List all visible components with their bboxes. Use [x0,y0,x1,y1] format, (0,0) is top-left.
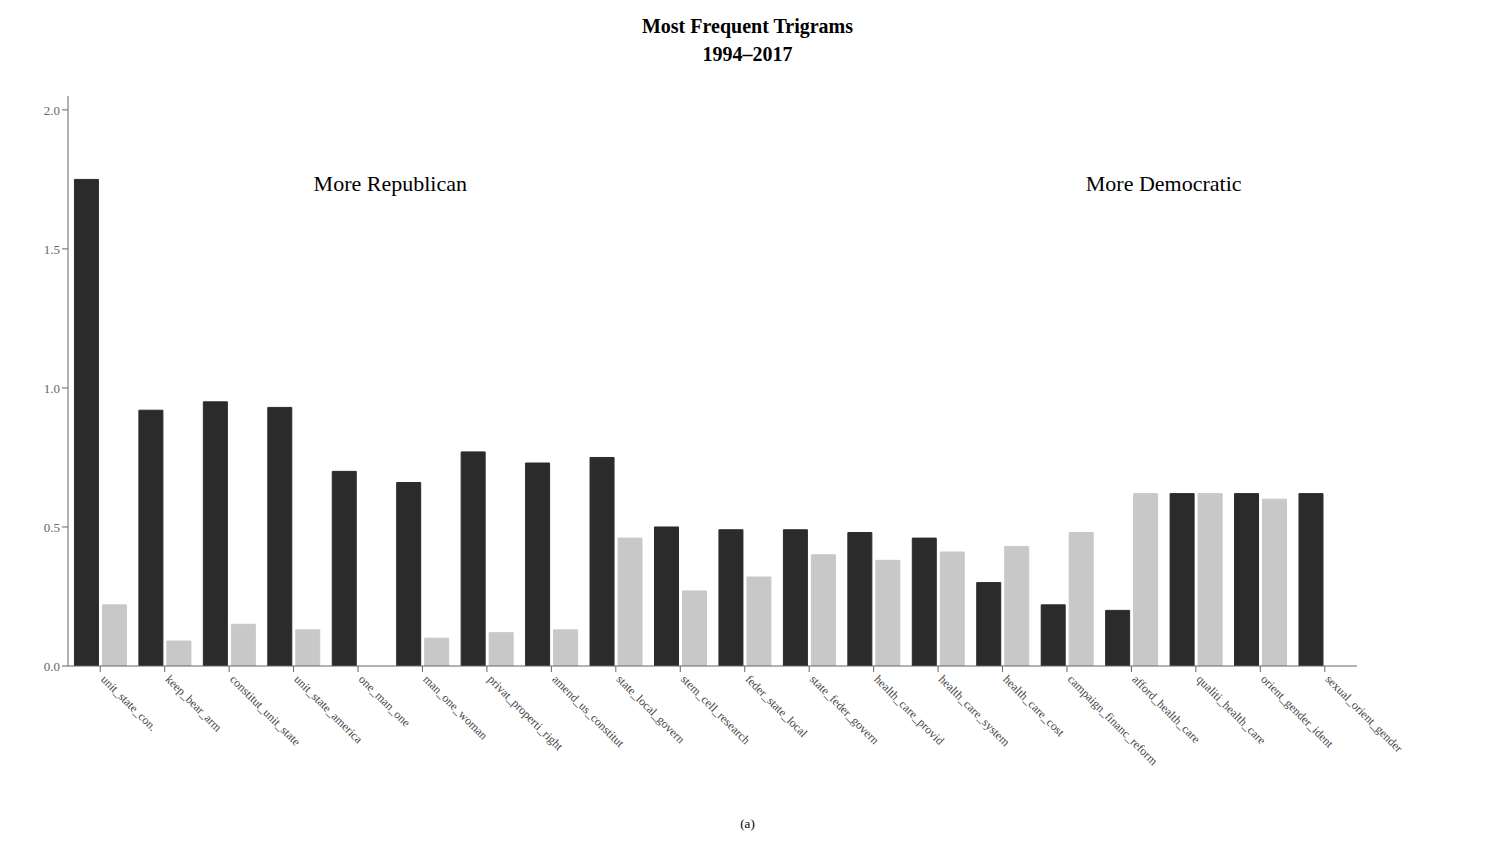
svg-text:2.0: 2.0 [44,103,60,118]
svg-text:sexual_orient_gender: sexual_orient_gender [1323,672,1406,755]
svg-text:afford_health_care: afford_health_care [1129,672,1203,746]
svg-text:1.0: 1.0 [44,381,60,396]
html-text:1994–2017: 1994–2017 [702,43,793,65]
svg-text:campaign_financ_reform: campaign_financ_reform [1064,672,1161,768]
svg-text:constitut_unit_state: constitut_unit_state [227,672,303,748]
svg-text:qualiti_health_care: qualiti_health_care [1194,672,1269,747]
html-text:More Republican: More Republican [313,171,467,196]
html-text:More Democratic: More Democratic [1085,171,1242,196]
svg-text:state_local_govern: state_local_govern [614,672,688,746]
svg-text:man_one_woman: man_one_woman [420,672,490,742]
svg-text:stem_cell_research: stem_cell_research [678,672,753,747]
svg-text:health_care_system: health_care_system [936,672,1013,749]
svg-text:keep_bear_arm: keep_bear_arm [163,672,226,735]
svg-text:0.5: 0.5 [44,520,60,535]
svg-text:health_care_cost: health_care_cost [1000,672,1067,739]
html-text:(a): (a) [740,816,755,831]
svg-text:one_man_one: one_man_one [356,672,413,729]
svg-text:privat_properti_right: privat_properti_right [484,672,566,754]
svg-text:amend_us_constitut: amend_us_constitut [549,672,627,750]
svg-text:1.5: 1.5 [44,242,60,257]
svg-text:state_feder_govern: state_feder_govern [807,672,882,747]
html-text:Most Frequent Trigrams: Most Frequent Trigrams [642,15,853,37]
svg-text:0.0: 0.0 [44,659,60,674]
svg-text:health_care_provid: health_care_provid [872,672,947,747]
svg-text:feder_state_local: feder_state_local [743,672,811,740]
svg-text:unit_state_con.: unit_state_con. [98,672,160,734]
svg-text:unit_state_america: unit_state_america [291,672,365,746]
svg-text:orient_gender_ident: orient_gender_ident [1258,672,1337,751]
